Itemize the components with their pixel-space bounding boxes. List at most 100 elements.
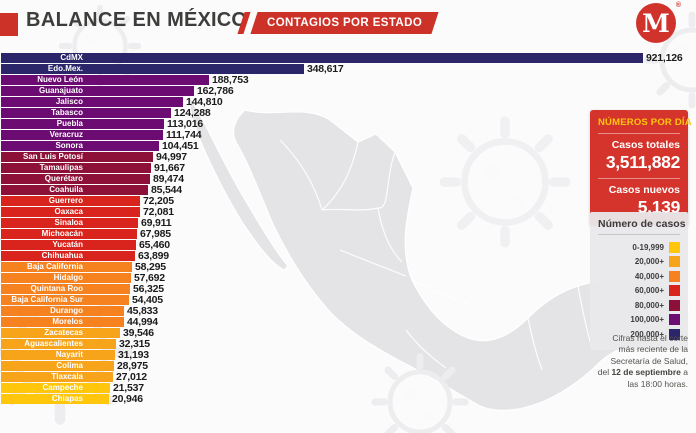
bar-value: 45,833	[127, 305, 158, 317]
bar-value: 44,994	[127, 316, 158, 328]
bar-label: Aguascalientes	[24, 339, 83, 348]
bar: Jalisco	[1, 97, 183, 107]
bar-label: Morelos	[52, 317, 83, 326]
bar-row: Guerrero 72,205	[1, 196, 683, 206]
legend-row: 200,000+	[598, 327, 680, 342]
bar-label: Nayarit	[55, 350, 83, 359]
bar-row: Oaxaca 72,081	[1, 207, 683, 217]
bar-row: Baja California 58,295	[1, 262, 683, 272]
bar-row: Yucatán 65,460	[1, 240, 683, 250]
bar-row: CdMX 921,126	[1, 53, 683, 63]
bar-value: 28,975	[117, 360, 148, 372]
bar-row: Veracruz 111,744	[1, 130, 683, 140]
title-regular: BALANCE EN	[26, 9, 168, 31]
bar-label: Michoacán	[41, 229, 83, 238]
bar-value: 188,753	[212, 74, 249, 86]
bar-row: Tlaxcala 27,012	[1, 372, 683, 382]
bar-value: 72,081	[143, 206, 174, 218]
stats-panel: NÚMEROS POR DÍA Casos totales 3,511,882 …	[590, 110, 692, 226]
bar: Baja California	[1, 262, 132, 272]
bar-label: Baja California	[26, 262, 83, 271]
bar: Tlaxcala	[1, 372, 113, 382]
state-borders	[279, 139, 593, 371]
bar-row: Querétaro 89,474	[1, 174, 683, 184]
bar: CdMX	[1, 53, 643, 63]
bar: Tamaulipas	[1, 163, 151, 173]
bar-label: Quintana Roo	[30, 284, 83, 293]
registered-mark: ®	[675, 2, 681, 9]
bar-label: Tabasco	[51, 108, 83, 117]
legend-swatch	[669, 256, 680, 268]
legend-swatch	[669, 314, 680, 326]
bar-label: Sinaloa	[54, 218, 83, 227]
logo-circle	[636, 3, 676, 43]
legend-swatch	[669, 270, 680, 282]
bar-row: Zacatecas 39,546	[1, 328, 683, 338]
bar-label: Campeche	[42, 383, 83, 392]
bar-label: Guerrero	[48, 196, 83, 205]
bar: Morelos	[1, 317, 124, 327]
legend-label: 100,000+	[630, 315, 664, 325]
subtitle-badge-label: CONTAGIOS POR ESTADO	[267, 17, 423, 29]
bar: Zacatecas	[1, 328, 120, 338]
legend-swatch	[669, 328, 680, 340]
bar-label: Chihuahua	[41, 251, 83, 260]
bar-value: 32,315	[119, 338, 150, 350]
bar-value: 69,911	[141, 217, 172, 229]
bar-value: 57,692	[134, 272, 165, 284]
total-cases-label: Casos totales	[611, 139, 680, 151]
legend-row: 0-19,999	[598, 240, 680, 255]
logo-letter: M	[642, 9, 670, 38]
bar-label: Edo.Mex.	[47, 64, 83, 73]
bar-value: 56,325	[133, 283, 164, 295]
bar-label: Zacatecas	[44, 328, 83, 337]
bar-chart: CdMX 921,126 Edo.Mex. 348,617 Nuevo León…	[1, 53, 683, 405]
bar: Sonora	[1, 141, 159, 151]
bar-label: Yucatán	[52, 240, 83, 249]
bar: Coahuila	[1, 185, 148, 195]
bar-row: Tabasco 124,288	[1, 108, 683, 118]
legend-label: 20,000+	[634, 257, 664, 267]
bar: Quintana Roo	[1, 284, 130, 294]
bar-value: 111,744	[166, 129, 202, 141]
legend-row: 100,000+	[598, 313, 680, 328]
legend-label: 80,000+	[634, 300, 664, 310]
bar-row: Durango 45,833	[1, 306, 683, 316]
legend-label: 0-19,999	[632, 242, 664, 252]
bar-row: Colima 28,975	[1, 361, 683, 371]
legend-row: 40,000+	[598, 269, 680, 284]
bar: Campeche	[1, 383, 110, 393]
bar-row: Tamaulipas 91,667	[1, 163, 683, 173]
stats-panel-title: NÚMEROS POR DÍA	[598, 117, 692, 128]
bar-label: Oaxaca	[54, 207, 83, 216]
bar-row: Aguascalientes 32,315	[1, 339, 683, 349]
bar-value: 85,544	[151, 184, 182, 196]
bar-value: 113,016	[167, 118, 203, 130]
brand-accent-square	[0, 13, 18, 36]
bar-row: Puebla 113,016	[1, 119, 683, 129]
bar-label: Baja California Sur	[11, 295, 83, 304]
bar-label: Puebla	[56, 119, 83, 128]
legend-label: 200,000+	[630, 329, 664, 339]
bar: Durango	[1, 306, 124, 316]
bar: Guanajuato	[1, 86, 194, 96]
footnote-date: 12 de septiembre	[611, 367, 681, 378]
total-cases-value: 3,511,882	[605, 152, 680, 172]
bar-value: 124,288	[174, 107, 211, 119]
bar-value: 31,193	[118, 349, 149, 361]
bar-row: Jalisco 144,810	[1, 97, 683, 107]
bar-value: 921,126	[646, 52, 683, 64]
bar-value: 94,997	[156, 151, 187, 163]
footnote-text: Cifras hasta el corte más reciente de la…	[597, 333, 688, 378]
bar-value: 20,946	[112, 393, 143, 405]
divider	[598, 178, 680, 179]
bar: Nuevo León	[1, 75, 209, 85]
bar-value: 348,617	[307, 63, 344, 75]
bar-row: Chiapas 20,946	[1, 394, 683, 404]
bar-row: Coahuila 85,544	[1, 185, 683, 195]
bar-row: Sonora 104,451	[1, 141, 683, 151]
bar-value: 63,899	[138, 250, 169, 262]
bar: Yucatán	[1, 240, 136, 250]
bar-value: 65,460	[139, 239, 170, 251]
